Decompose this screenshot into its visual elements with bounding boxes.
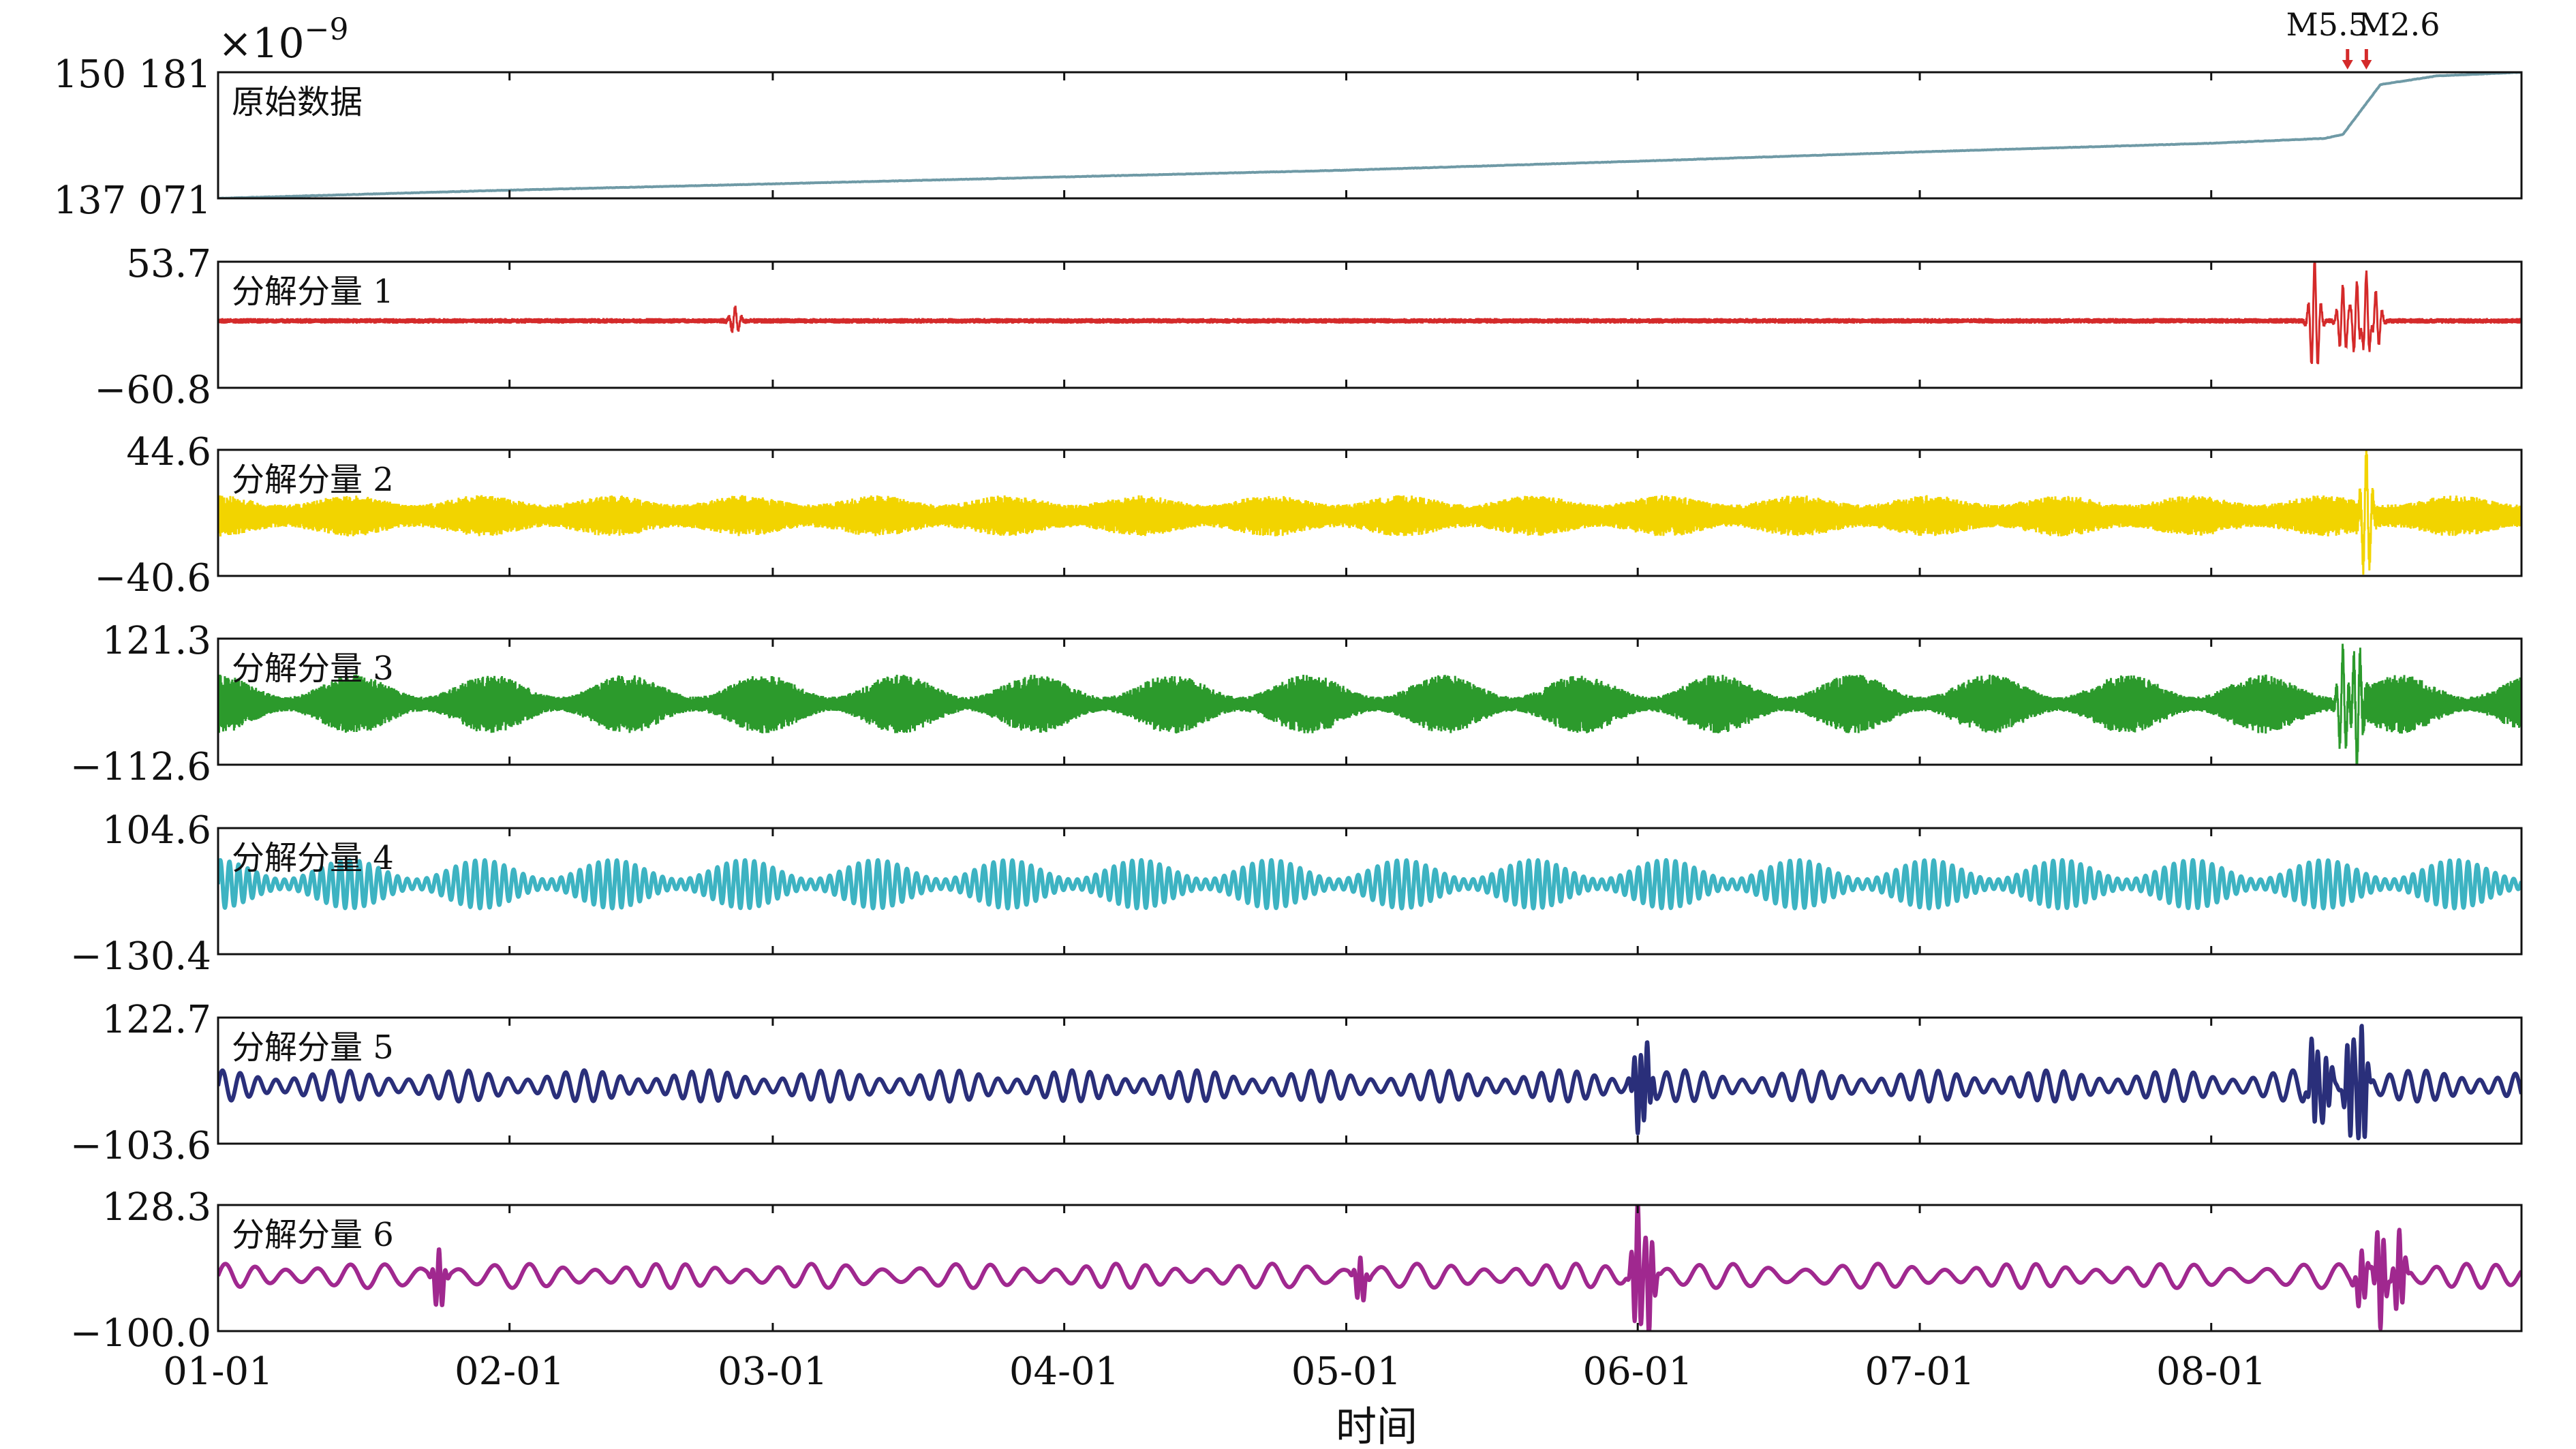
panel-label: 分解分量 1: [232, 273, 394, 311]
event-arrow-head: [2361, 60, 2372, 70]
panel-component-2: 44.6 −40.6 分解分量 2: [94, 430, 2523, 600]
panels-layer: 150 181 137 071 原始数据 53.7 −60.8 分解分量 1 44.6 −40…: [53, 52, 2523, 1356]
exponent-power: −9: [305, 12, 349, 47]
y-max-label: 104.6: [102, 808, 211, 853]
y-max-label: 128.3: [102, 1185, 211, 1230]
exponent-label: ×10−9: [218, 12, 349, 67]
signal-line: [218, 643, 2521, 765]
panel-component-6: 128.3 −100.0 分解分量 6: [70, 1185, 2523, 1356]
signal-line: [218, 450, 2521, 575]
series-line: [218, 72, 2521, 198]
panel-frame: [217, 71, 2523, 200]
panel-frame: [217, 827, 2523, 956]
x-tick-label: 07-01: [1865, 1349, 1974, 1394]
y-max-label: 122.7: [102, 998, 211, 1042]
panel-frame: [217, 637, 2523, 766]
event-label: M2.6: [2358, 6, 2440, 43]
series-line: [218, 857, 2521, 911]
panel-frame: [217, 1016, 2523, 1145]
series-line: [218, 1024, 2521, 1141]
panel-frame: [217, 448, 2523, 577]
x-tick-label: 08-01: [2156, 1349, 2266, 1394]
y-max-label: 150 181: [53, 52, 211, 97]
y-min-label: −60.8: [94, 368, 211, 412]
series-line: [218, 262, 2521, 365]
x-tick-label: 01-01: [163, 1349, 273, 1394]
event-label: M5.5: [2286, 6, 2368, 43]
panel-component-3: 121.3 −112.6 分解分量 3: [70, 619, 2523, 789]
signal-line: [218, 1205, 2521, 1331]
panel-label: 原始数据: [232, 83, 363, 121]
panel-raw-data: 150 181 137 071 原始数据: [53, 52, 2523, 223]
exponent-base: ×10: [218, 20, 305, 67]
panel-frame: [217, 1204, 2523, 1332]
y-max-label: 53.7: [126, 242, 211, 286]
x-tick-label: 02-01: [455, 1349, 564, 1394]
y-min-label: −100.0: [70, 1311, 211, 1356]
x-tick-label: 03-01: [718, 1349, 827, 1394]
panel-component-4: 104.6 −130.4 分解分量 4: [70, 808, 2523, 979]
panel-label: 分解分量 3: [232, 650, 394, 688]
event-arrow-head: [2342, 60, 2353, 70]
y-max-label: 44.6: [126, 430, 211, 474]
panel-label: 分解分量 6: [232, 1216, 394, 1254]
x-tick-label: 04-01: [1009, 1349, 1119, 1394]
panel-label: 分解分量 4: [232, 839, 394, 877]
x-tick-label: 06-01: [1582, 1349, 1692, 1394]
signal-line: [218, 262, 2521, 365]
event-annotations: ×10−9 M5.5M2.6: [218, 6, 2440, 70]
y-min-label: −40.6: [94, 556, 211, 600]
series-line: [218, 1205, 2521, 1331]
x-tick-label: 05-01: [1291, 1349, 1401, 1394]
series-line: [218, 643, 2521, 765]
y-min-label: −130.4: [70, 934, 211, 979]
panel-label: 分解分量 2: [232, 461, 394, 499]
panel-label: 分解分量 5: [232, 1028, 394, 1067]
signal-line: [218, 857, 2521, 911]
x-axis: 01-01 02-01 03-01 04-01 05-01 06-01 07-01 08-01: [163, 1349, 2266, 1394]
y-min-label: −112.6: [70, 745, 211, 789]
series-line: [218, 450, 2521, 575]
signal-line: [218, 1024, 2521, 1141]
panel-component-5: 122.7 −103.6 分解分量 5: [70, 998, 2523, 1168]
x-axis-title: 时间: [1336, 1403, 1417, 1449]
y-max-label: 121.3: [102, 619, 211, 663]
panel-frame: [217, 260, 2523, 389]
y-min-label: 137 071: [53, 179, 211, 223]
y-min-label: −103.6: [70, 1124, 211, 1168]
panel-component-1: 53.7 −60.8 分解分量 1: [94, 242, 2523, 412]
trend-line: [218, 72, 2521, 198]
